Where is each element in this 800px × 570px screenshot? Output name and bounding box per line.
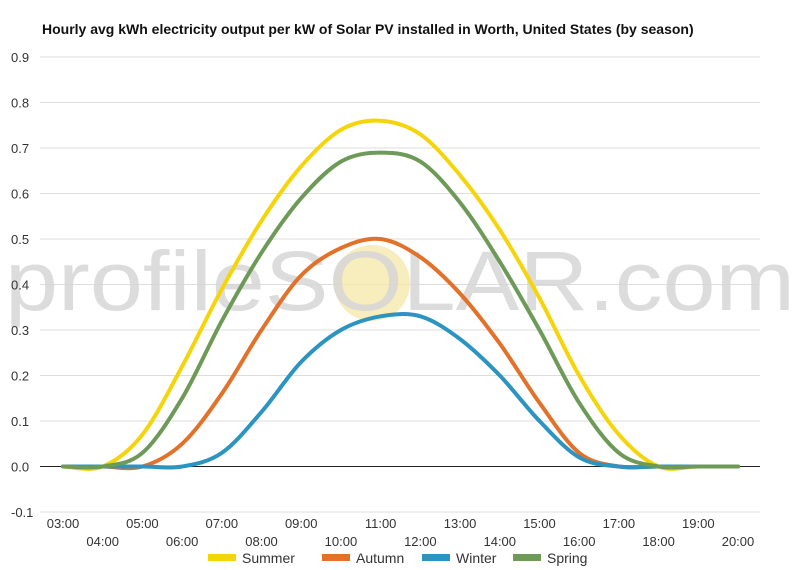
x-tick-label: 17:00 — [603, 516, 636, 531]
y-tick-label: 0.2 — [11, 369, 29, 384]
chart-title: Hourly avg kWh electricity output per kW… — [40, 17, 702, 41]
legend: Summer Autumn Winter Spring — [208, 550, 587, 566]
y-tick-label: 0.4 — [11, 278, 29, 293]
legend-label: Autumn — [356, 550, 404, 566]
legend-label: Summer — [242, 550, 295, 566]
x-tick-labels: 03:00 04:00 05:00 06:00 07:00 08:00 09:00 10:00… — [47, 516, 755, 549]
y-tick-label: 0.0 — [11, 460, 29, 475]
x-tick-label: 10:00 — [325, 534, 358, 549]
y-tick-label: 0.6 — [11, 187, 29, 202]
x-tick-label: 11:00 — [365, 516, 397, 531]
watermark-sun-icon — [334, 245, 410, 321]
x-tick-label: 15:00 — [523, 516, 556, 531]
legend-label: Winter — [456, 550, 497, 566]
y-tick-label: 0.3 — [11, 323, 29, 338]
x-tick-label: 12:00 — [404, 534, 437, 549]
x-tick-label: 13:00 — [444, 516, 477, 531]
x-tick-label: 14:00 — [483, 534, 516, 549]
series-line-spring — [61, 150, 740, 470]
x-tick-label: 03:00 — [47, 516, 80, 531]
y-tick-label: 0.7 — [11, 141, 29, 156]
x-tick-label: 04:00 — [86, 534, 119, 549]
x-tick-label: 07:00 — [206, 516, 239, 531]
legend-label: Spring — [547, 550, 587, 566]
series-line-winter — [61, 312, 740, 470]
legend-swatch-spring — [513, 554, 541, 561]
legend-swatch-autumn — [322, 554, 350, 561]
x-tick-label: 19:00 — [682, 516, 715, 531]
x-tick-label: 18:00 — [642, 534, 675, 549]
y-tick-label: 0.1 — [11, 414, 29, 429]
x-tick-label: 09:00 — [285, 516, 318, 531]
series-line-summer — [61, 118, 740, 471]
series-lines — [61, 118, 740, 471]
legend-swatch-summer — [208, 554, 236, 561]
x-tick-label: 16:00 — [563, 534, 596, 549]
y-tick-label: -0.1 — [11, 505, 33, 520]
y-tick-label: 0.8 — [11, 96, 29, 111]
legend-swatch-winter — [422, 554, 450, 561]
y-tick-label: 0.9 — [11, 50, 29, 65]
x-tick-label: 06:00 — [166, 534, 199, 549]
y-tick-label: 0.5 — [11, 232, 29, 247]
x-tick-label: 05:00 — [126, 516, 159, 531]
y-tick-labels: -0.1 0.0 0.1 0.2 0.3 0.4 0.5 0.6 0.7 0.8 0.9 — [11, 50, 33, 520]
x-tick-label: 20:00 — [722, 534, 755, 549]
x-tick-label: 08:00 — [245, 534, 278, 549]
